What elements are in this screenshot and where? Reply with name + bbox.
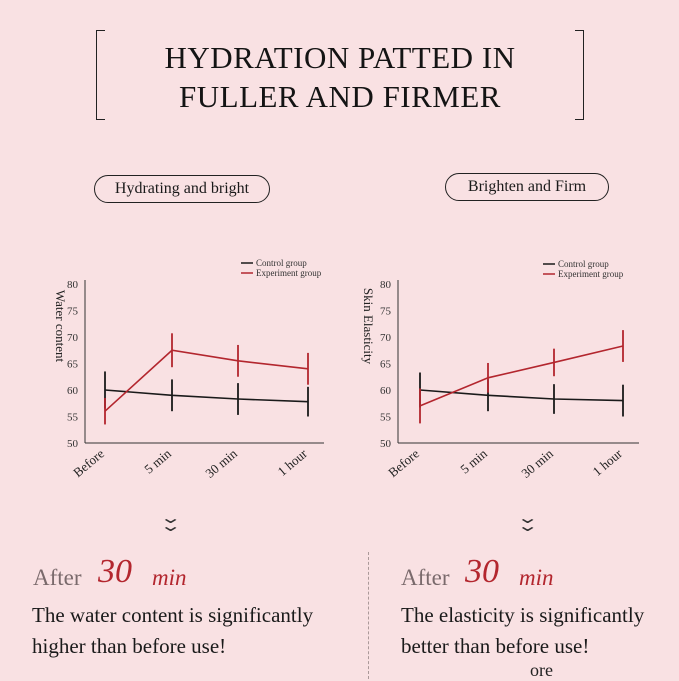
y-tick-label: 50 bbox=[380, 438, 392, 450]
legend-label: Control group bbox=[256, 258, 307, 268]
chevron-down-icon: ⌄ ⌄ bbox=[159, 508, 183, 535]
divider bbox=[368, 552, 369, 679]
after-label: After bbox=[401, 565, 450, 590]
result-line-2: higher than before use! bbox=[32, 634, 227, 658]
headline-line-1: HYDRATION PATTED IN bbox=[164, 40, 516, 75]
result-line-2: better than before use! bbox=[401, 634, 590, 658]
y-tick-label: 75 bbox=[67, 306, 79, 318]
x-tick-label: 1 hour bbox=[590, 445, 626, 479]
right-bracket bbox=[575, 30, 584, 120]
series-line bbox=[419, 345, 624, 407]
series-line bbox=[419, 389, 624, 402]
y-tick-label: 55 bbox=[380, 412, 392, 424]
legend-label: Control group bbox=[558, 259, 609, 269]
result-line-1: The water content is significantly bbox=[32, 603, 314, 627]
y-tick-label: 70 bbox=[67, 332, 79, 344]
headline: HYDRATION PATTED IN FULLER AND FIRMER bbox=[96, 38, 584, 116]
y-tick-label: 80 bbox=[67, 279, 79, 291]
y-tick-label: 80 bbox=[380, 279, 392, 291]
legend-label: Experiment group bbox=[256, 268, 322, 278]
headline-frame: HYDRATION PATTED IN FULLER AND FIRMER bbox=[96, 30, 584, 120]
result-line-1: The elasticity is significantly bbox=[401, 603, 645, 627]
x-tick-label: 5 min bbox=[141, 445, 174, 476]
headline-line-2: FULLER AND FIRMER bbox=[179, 79, 501, 114]
after-unit: min bbox=[519, 565, 554, 590]
x-tick-label: Before bbox=[385, 446, 422, 480]
y-tick-label: 50 bbox=[67, 438, 79, 450]
x-tick-label: 30 min bbox=[518, 445, 556, 480]
series-line bbox=[104, 349, 309, 412]
chevron-down-icon: ⌄ ⌄ bbox=[516, 508, 540, 535]
y-tick-label: 65 bbox=[380, 359, 392, 371]
after-number: 30 bbox=[98, 553, 132, 590]
pill-hydrating: Hydrating and bright bbox=[94, 175, 270, 203]
y-tick-label: 70 bbox=[380, 332, 392, 344]
pill-brighten: Brighten and Firm bbox=[445, 173, 609, 201]
y-tick-label: 60 bbox=[380, 385, 392, 397]
result-text-left: The water content is significantly highe… bbox=[32, 600, 313, 662]
y-axis-label: Water content bbox=[53, 290, 68, 363]
legend-label: Experiment group bbox=[558, 269, 624, 279]
text-fragment: ore bbox=[530, 660, 553, 680]
x-tick-label: 1 hour bbox=[275, 445, 311, 479]
x-tick-label: 5 min bbox=[457, 445, 490, 476]
after-unit: min bbox=[152, 565, 187, 590]
y-tick-label: 75 bbox=[380, 306, 392, 318]
y-tick-label: 55 bbox=[67, 412, 79, 424]
y-tick-label: 60 bbox=[67, 385, 79, 397]
y-axis-label: Skin Elasticity bbox=[361, 288, 376, 365]
result-text-right: The elasticity is significantly better t… bbox=[401, 600, 644, 662]
x-tick-label: Before bbox=[70, 446, 107, 480]
series-line bbox=[104, 389, 309, 403]
x-tick-label: 30 min bbox=[202, 445, 240, 480]
after-number: 30 bbox=[465, 553, 499, 590]
after-label: After bbox=[33, 565, 82, 590]
left-bracket bbox=[96, 30, 105, 120]
y-tick-label: 65 bbox=[67, 359, 79, 371]
